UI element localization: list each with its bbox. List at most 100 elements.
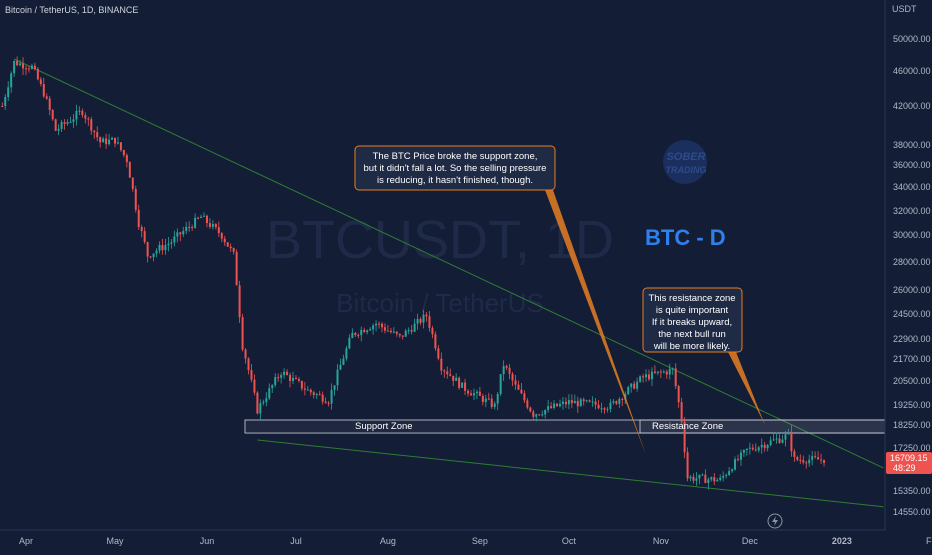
candle [481,393,484,406]
candle [119,141,122,152]
candle [689,474,692,482]
candle [232,247,235,255]
price-tick-label: 14550.00 [893,507,931,517]
candle [179,231,182,242]
time-axis[interactable]: Apr May Jun Jul Aug Sep Oct Nov Dec 2023 Feb [19,536,932,546]
candle [790,425,793,457]
candle [274,373,277,388]
candle [630,383,633,393]
candle [292,371,294,385]
callout-pointers [545,190,765,455]
candle [662,369,665,374]
candle [621,397,624,406]
candle [805,460,808,469]
candle [375,320,378,332]
resistance-zone-label: Resistance Zone [652,421,723,432]
candle [309,388,312,396]
candle [176,228,179,243]
callout-left-pointer [545,190,646,455]
candle [823,459,826,467]
candle [378,321,381,329]
candle [446,366,449,379]
candle [505,364,508,371]
candle [22,57,25,76]
candle [556,403,559,407]
candle [345,345,348,361]
candle [152,253,155,262]
candle [214,222,217,230]
callout-right-line-5: will be more likely. [653,341,730,352]
candle [606,406,609,413]
candle [398,333,401,338]
candle [203,212,205,218]
candle [458,376,461,390]
candle [514,375,517,390]
candle [419,317,422,326]
candle [677,384,680,408]
candle [351,328,354,339]
candle [155,248,158,258]
candle [817,451,820,460]
candle [318,390,321,396]
candle [401,335,404,340]
symbol-header[interactable]: Bitcoin / TetherUS, 1D, BINANCE [5,5,138,15]
price-tick-label: 30000.00 [893,230,931,240]
candle [440,352,443,375]
candle [283,368,286,379]
time-tick-label: May [106,536,124,546]
candles [1,56,826,490]
candle [407,327,410,335]
price-axis[interactable]: 50000.00 46000.00 42000.00 38000.00 36000.00… [893,34,931,517]
time-tick-label: Apr [19,536,33,546]
candle [748,442,751,455]
candle [668,363,671,380]
candle [134,185,137,213]
candle [149,255,152,259]
zones [244,419,886,434]
candle [529,406,532,413]
candle [544,409,547,419]
candle [793,448,796,462]
candle [19,60,22,67]
candle [208,218,211,229]
candle [105,133,108,149]
candle [612,398,615,405]
candle [511,371,514,387]
candle [90,116,93,135]
candle [42,77,45,98]
candle [645,369,648,382]
candle [811,450,814,466]
candle [428,311,431,332]
callout-right-line-3: If it breaks upward, [652,317,732,328]
candle [582,397,585,406]
candle [93,130,96,139]
price-tick-label: 20500.00 [893,376,931,386]
candle [737,454,739,462]
lightning-icon[interactable] [767,513,783,529]
candle [416,313,419,330]
candle [303,381,306,396]
candle [244,348,247,364]
candle [259,399,262,420]
candle [363,327,366,333]
candle [54,118,57,132]
candle [597,400,600,410]
candle [7,81,10,102]
candle [808,454,811,467]
candle [182,226,185,238]
candle [579,397,582,407]
candle [692,473,695,484]
candle [532,409,535,420]
candle [60,119,63,132]
candle [286,369,289,376]
callout-right-line-2: is quite important [656,305,729,316]
price-tick-label: 34000.00 [893,182,931,192]
watermark-name: Bitcoin / TetherUS [336,288,544,318]
price-tick-label: 17250.00 [893,443,931,453]
trendline [257,439,884,508]
candle [96,126,99,142]
candle [588,399,591,403]
candle [39,76,42,87]
